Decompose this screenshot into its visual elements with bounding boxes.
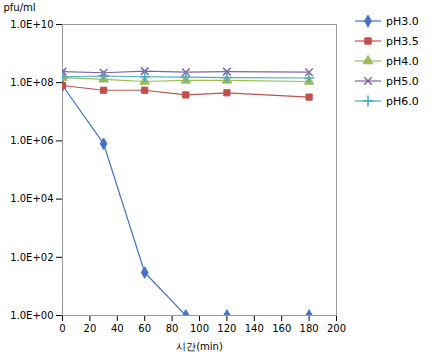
svg-text:1.0E+04: 1.0E+04 (10, 193, 53, 204)
svg-text:1.0E+00: 1.0E+00 (10, 310, 53, 321)
svg-text:0: 0 (59, 323, 65, 334)
svg-text:80: 80 (166, 323, 179, 334)
svg-text:60: 60 (138, 323, 151, 334)
svg-text:40: 40 (111, 323, 124, 334)
svg-text:140: 140 (245, 323, 264, 334)
svg-text:1.0E+02: 1.0E+02 (10, 251, 53, 262)
svg-text:160: 160 (272, 323, 291, 334)
html-text:pH4.0: pH4.0 (386, 54, 419, 68)
html-text:pH5.0: pH5.0 (386, 74, 419, 88)
svg-text:1.0E+08: 1.0E+08 (10, 77, 53, 88)
html-text:pH3.5: pH3.5 (386, 34, 419, 48)
svg-text:120: 120 (217, 323, 236, 334)
svg-text:시간(min): 시간(min) (176, 341, 223, 352)
html-text:pH3.0: pH3.0 (386, 14, 419, 28)
svg-text:20: 20 (84, 323, 97, 334)
svg-text:180: 180 (300, 323, 319, 334)
svg-text:pfu/ml: pfu/ml (4, 2, 36, 13)
svg-text:1.0E+10: 1.0E+10 (10, 19, 53, 30)
html-text:pH6.0: pH6.0 (386, 94, 419, 108)
svg-text:100: 100 (190, 323, 209, 334)
svg-text:200: 200 (327, 323, 346, 334)
svg-text:1.0E+06: 1.0E+06 (10, 135, 53, 146)
